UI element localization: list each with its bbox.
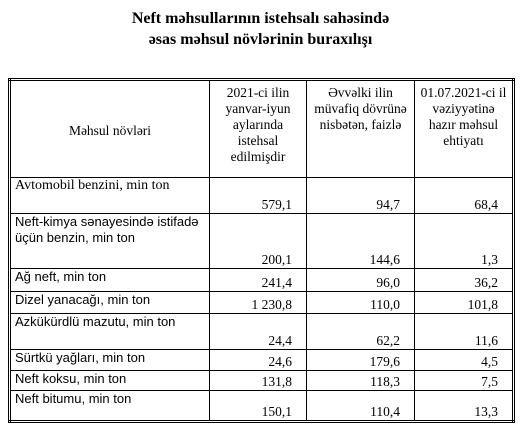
cell-value: 4,5 [414, 349, 514, 371]
cell-value: 131,8 [209, 370, 307, 391]
cell-value: 579,1 [209, 177, 307, 214]
cell-value: 1 230,8 [209, 291, 307, 314]
cell-value: 36,2 [414, 268, 514, 292]
cell-value: 11,6 [414, 313, 514, 350]
cell-value: 200,1 [209, 213, 307, 269]
table-row: Azkükürdlü mazutu, min ton 24,4 62,2 11,6 [9, 313, 514, 350]
cell-value: 68,4 [414, 177, 514, 214]
title-line: Neft məhsullarının istehsalı sahəsində [131, 10, 390, 27]
column-header: Məhsul növləri [9, 79, 210, 178]
cell-value: 144,6 [306, 213, 415, 269]
table-row: Ağ neft, min ton 241,4 96,0 36,2 [9, 268, 514, 292]
cell-value: 7,5 [414, 370, 514, 391]
row-label: Neft-kimya sənayesində istifadə üçün ben… [9, 213, 210, 269]
table-row: Sürtkü yağları, min ton 24,6 179,6 4,5 [9, 349, 514, 371]
cell-value: 96,0 [306, 268, 415, 292]
row-label: Sürtkü yağları, min ton [9, 349, 210, 371]
table-row: Avtomobil benzini, min ton 579,1 94,7 68,4 [9, 177, 514, 214]
column-header: 01.07.2021-ci il vəziyyətinə hazır məhsu… [414, 79, 514, 178]
cell-value: 24,4 [209, 313, 307, 350]
row-label: Neft bitumu, min ton [9, 390, 210, 422]
row-label: Ağ neft, min ton [9, 268, 210, 292]
cell-value: 101,8 [414, 291, 514, 314]
title-line: əsas məhsul növlərinin buraxılışı [148, 31, 373, 48]
row-label: Avtomobil benzini, min ton [9, 177, 210, 214]
column-header: Əvvəlki ilin müvafiq dövrünə nisbətən, f… [306, 79, 415, 178]
row-label: Neft koksu, min ton [9, 370, 210, 391]
cell-value: 62,2 [306, 313, 415, 350]
cell-value: 110,4 [306, 390, 415, 422]
cell-value: 118,3 [306, 370, 415, 391]
table-row: Neft-kimya sənayesində istifadə üçün ben… [9, 213, 514, 269]
cell-value: 13,3 [414, 390, 514, 422]
cell-value: 179,6 [306, 349, 415, 371]
row-label: Azkükürdlü mazutu, min ton [9, 313, 210, 350]
table: Məhsul növləri 2021-ci ilin yanvar-iyun a… [8, 78, 515, 423]
table-row: Neft koksu, min ton 131,8 118,3 7,5 [9, 370, 514, 391]
table-row: Neft bitumu, min ton 150,1 110,4 13,3 [9, 390, 514, 422]
row-label: Dizel yanacağı, min ton [9, 291, 210, 314]
cell-value: 110,0 [306, 291, 415, 314]
cell-value: 150,1 [209, 390, 307, 422]
table-row: Dizel yanacağı, min ton 1 230,8 110,0 101,8 [9, 291, 514, 314]
cell-value: 241,4 [209, 268, 307, 292]
column-header: 2021-ci ilin yanvar-iyun aylarında isteh… [209, 79, 307, 178]
cell-value: 1,3 [414, 213, 514, 269]
cell-value: 94,7 [306, 177, 415, 214]
cell-value: 24,6 [209, 349, 307, 371]
header-row: Məhsul növləri 2021-ci ilin yanvar-iyun a… [9, 79, 514, 178]
